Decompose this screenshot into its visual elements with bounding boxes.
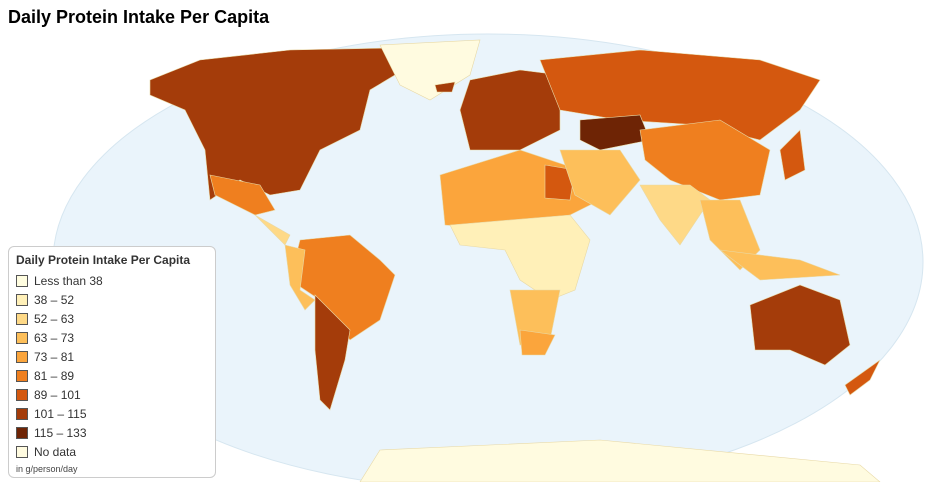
country-region [434, 81, 456, 93]
legend-label: Less than 38 [34, 273, 103, 288]
unit-note: in g/person/day [16, 464, 78, 474]
page-title: Daily Protein Intake Per Capita [8, 7, 270, 27]
legend-items: Less than 38 38 – 52 52 – 63 63 – 73 73 – 81… [16, 271, 208, 461]
legend-item: 101 – 115 [16, 404, 208, 423]
country-region [149, 47, 421, 201]
legend-item: 81 – 89 [16, 366, 208, 385]
country-region [559, 149, 641, 216]
legend-label: 101 – 115 [34, 406, 87, 421]
legend-swatch [16, 350, 28, 363]
legend-label: 63 – 73 [34, 330, 75, 345]
legend-label: 89 – 101 [34, 387, 81, 402]
legend-swatch [16, 331, 28, 344]
legend-item: 73 – 81 [16, 347, 208, 366]
legend-label: 38 – 52 [34, 292, 75, 307]
legend-label: 81 – 89 [34, 368, 75, 383]
country-region [519, 329, 556, 356]
legend-swatch [16, 312, 28, 325]
legend-item: 115 – 133 [16, 423, 208, 442]
country-region [284, 244, 316, 311]
legend-label: No data [34, 444, 77, 459]
country-region [579, 114, 651, 151]
country-region [844, 359, 881, 396]
legend: Daily Protein Intake Per Capita Less tha… [8, 246, 216, 478]
legend-label: 52 – 63 [34, 311, 75, 326]
legend-swatch [16, 369, 28, 382]
country-region [314, 294, 351, 411]
country-region [639, 119, 771, 201]
legend-item: No data [16, 442, 208, 461]
legend-swatch [16, 426, 28, 439]
country-region [779, 129, 806, 181]
legend-item: 63 – 73 [16, 328, 208, 347]
country-region [639, 184, 711, 246]
country-region [544, 164, 576, 201]
legend-label: 115 – 133 [34, 425, 87, 440]
legend-item: 52 – 63 [16, 309, 208, 328]
legend-swatch [16, 388, 28, 401]
legend-item: Less than 38 [16, 271, 208, 290]
legend-swatch [16, 274, 28, 287]
legend-item: 38 – 52 [16, 290, 208, 309]
legend-swatch [16, 293, 28, 306]
legend-title: Daily Protein Intake Per Capita [16, 253, 191, 267]
country-region [749, 284, 851, 366]
legend-swatch [16, 445, 28, 458]
legend-swatch [16, 407, 28, 420]
country-region [718, 249, 841, 281]
legend-label: 73 – 81 [34, 349, 75, 364]
legend-item: 89 – 101 [16, 385, 208, 404]
country-region [359, 439, 881, 482]
